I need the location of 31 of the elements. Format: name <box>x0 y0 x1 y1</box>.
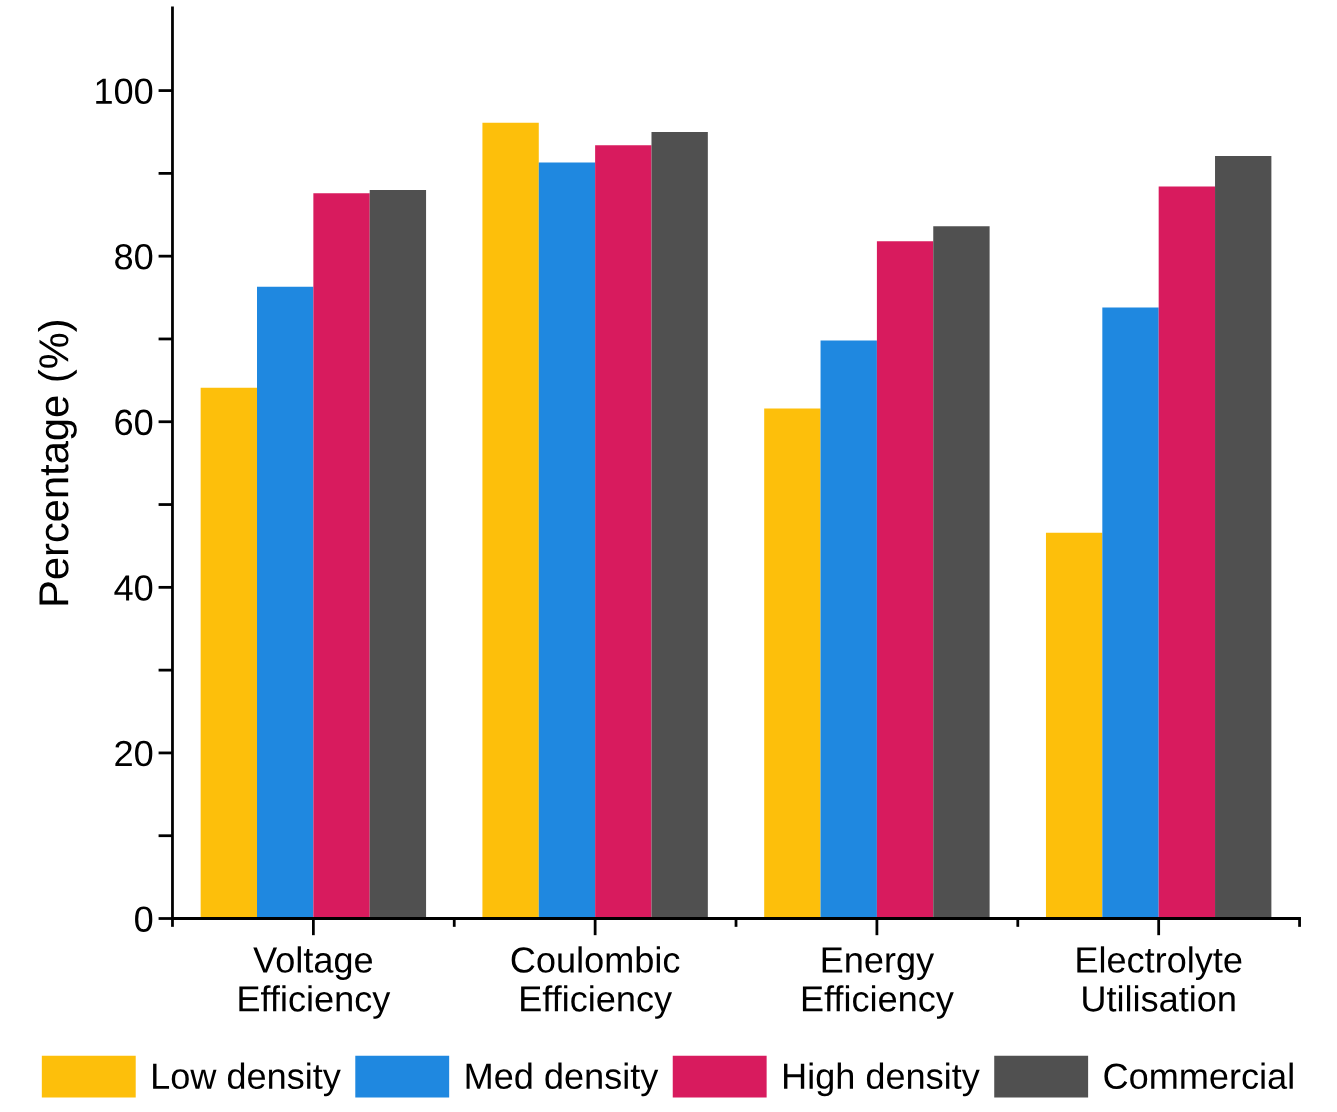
legend-label: High density <box>784 1062 980 1097</box>
y-tick-label: 20 <box>115 740 153 767</box>
bar <box>538 162 596 919</box>
y-tick-label: 80 <box>115 244 153 270</box>
x-tick-label: Voltage Efficiency <box>239 946 391 1019</box>
bar <box>1045 532 1103 919</box>
legend-label: Med density <box>466 1062 659 1097</box>
bar <box>200 387 257 919</box>
bar <box>482 122 539 919</box>
y-tick-label: 0 <box>135 906 153 932</box>
legend-label: Low density <box>153 1062 341 1097</box>
y-tick-label: 100 <box>96 78 153 105</box>
bar <box>257 286 314 919</box>
bar <box>651 131 708 919</box>
y-tick-label: 60 <box>115 409 153 436</box>
bar <box>1102 307 1159 919</box>
bar <box>764 408 821 919</box>
x-tick-label: Coulombic Efficiency <box>511 946 680 1019</box>
bar <box>933 226 990 919</box>
bar <box>1215 155 1272 919</box>
x-tick-label: Energy Efficiency <box>802 947 954 1019</box>
bar <box>313 193 370 919</box>
bar <box>1158 186 1216 919</box>
legend-label: Commercial <box>1104 1062 1293 1090</box>
y-tick-label: 40 <box>114 575 153 601</box>
bar <box>876 241 934 919</box>
bar <box>595 145 652 919</box>
x-tick-label: Electrolyte Utilisation <box>1077 946 1242 1012</box>
bar <box>820 340 877 919</box>
y-axis-title: Percentage (%) <box>37 320 77 605</box>
bar <box>369 189 427 919</box>
